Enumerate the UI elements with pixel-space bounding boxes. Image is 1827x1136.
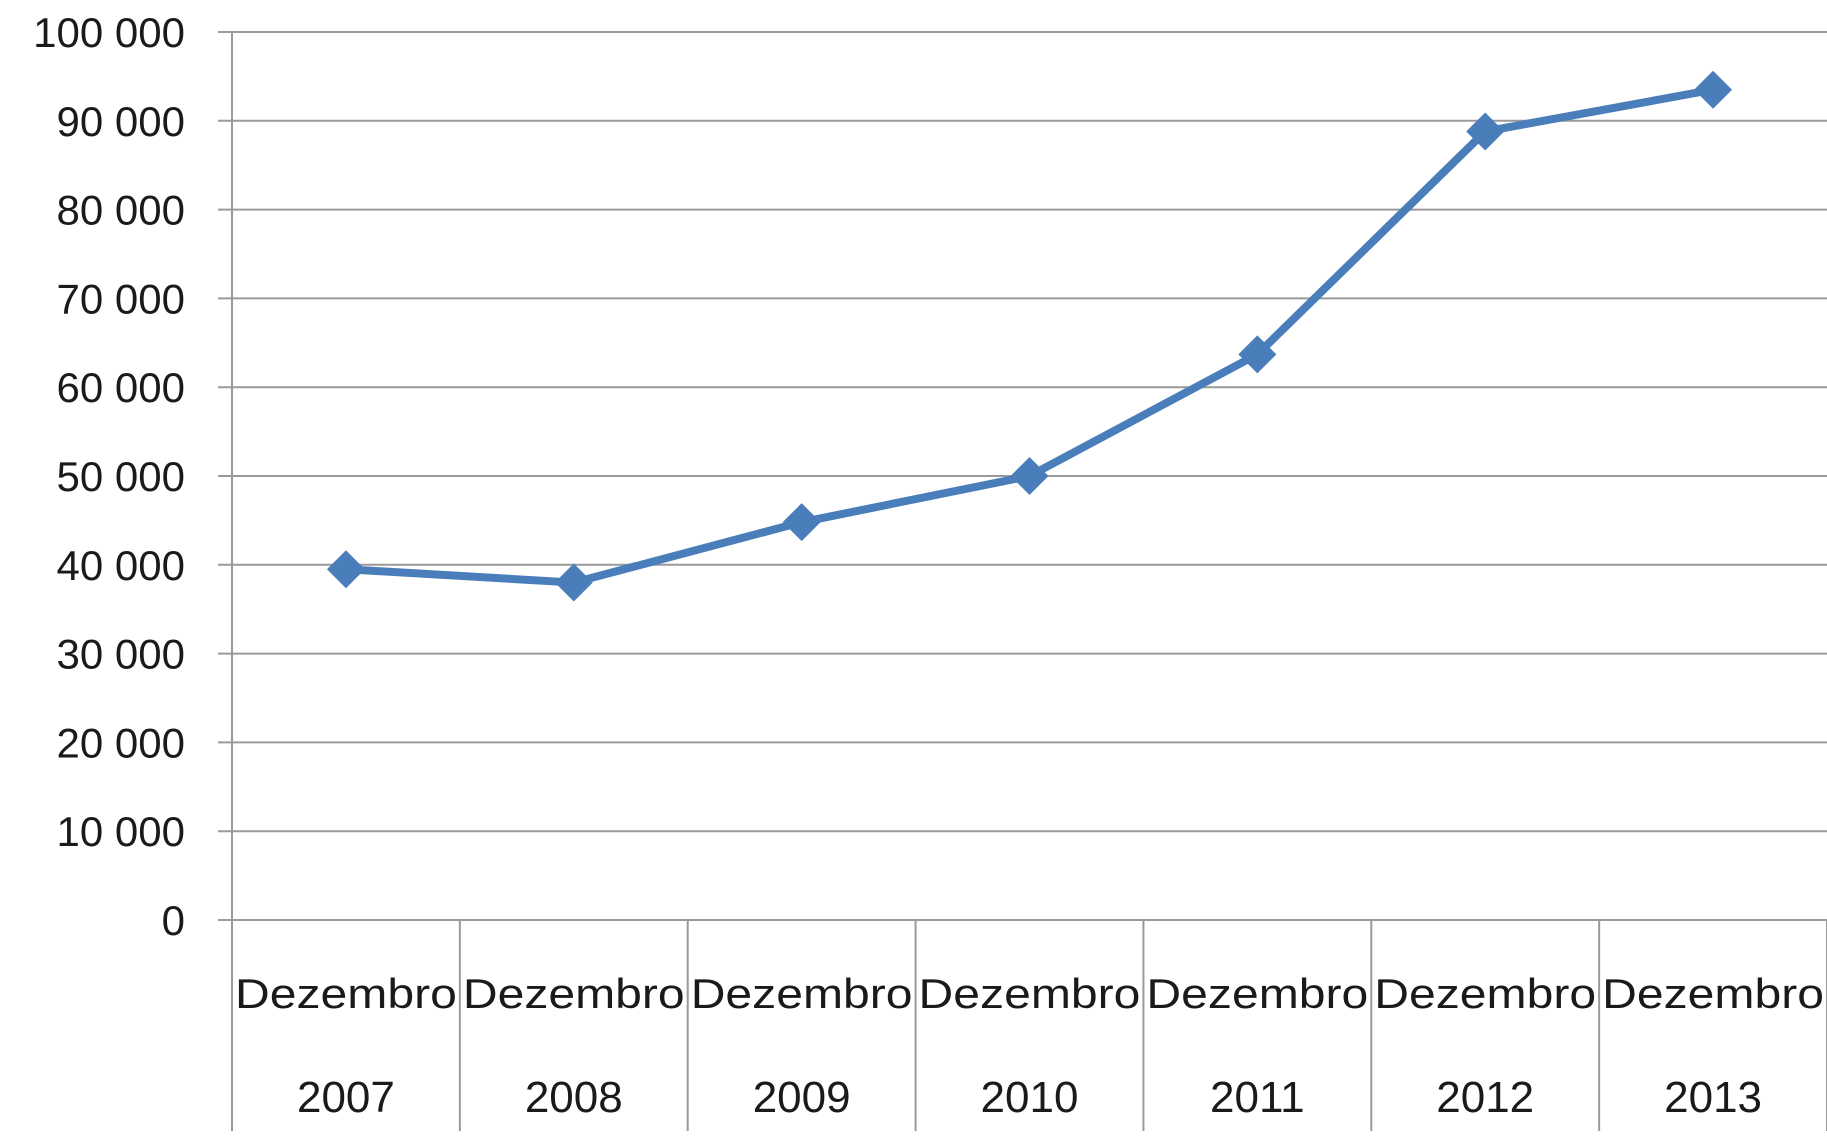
x-tick-label-month: Dezembro	[463, 970, 685, 1017]
data-point-marker	[782, 503, 821, 542]
y-tick-label: 10 000	[57, 808, 185, 855]
x-tick-label-year: 2011	[1210, 1073, 1305, 1122]
x-tick-label-year: 2010	[981, 1073, 1079, 1122]
data-point-marker	[1238, 335, 1277, 374]
x-tick-label-month: Dezembro	[919, 970, 1141, 1017]
series-line-layer	[341, 85, 1718, 587]
y-tick-label: 80 000	[57, 187, 185, 234]
y-tick-label: 100 000	[33, 9, 185, 56]
axes	[231, 32, 1827, 1131]
y-tick-label: 50 000	[57, 453, 185, 500]
y-axis-tick-labels: 0 10 000 20 000 30 000 40 000 50 000 60 000 70 …	[33, 9, 185, 944]
x-tick-label-year: 2007	[297, 1073, 395, 1122]
y-tick-label: 70 000	[57, 275, 185, 322]
x-axis-tick-labels: Dezembro 2007 Dezembro 2008 Dezembro 2009 Deze…	[235, 970, 1824, 1122]
x-tick-label-month: Dezembro	[235, 970, 457, 1017]
x-tick-label-year: 2008	[525, 1073, 623, 1122]
x-tick-label-year: 2013	[1664, 1073, 1762, 1122]
data-point-marker	[1694, 70, 1733, 109]
x-tick-label-year: 2009	[753, 1073, 851, 1122]
y-tick-label: 40 000	[57, 542, 185, 589]
data-point-marker	[554, 563, 593, 602]
data-point-marker	[326, 550, 365, 589]
series-markers	[326, 70, 1733, 602]
x-tick-label-month: Dezembro	[1602, 970, 1824, 1017]
y-tick-label: 0	[162, 897, 185, 944]
x-tick-label-year: 2012	[1436, 1073, 1534, 1122]
y-tick-label: 60 000	[57, 364, 185, 411]
data-point-marker	[1010, 457, 1049, 495]
x-tick-label-month: Dezembro	[1374, 970, 1596, 1017]
data-point-marker	[1466, 112, 1505, 151]
x-tick-label-month: Dezembro	[1146, 970, 1368, 1017]
y-tick-label: 90 000	[57, 98, 185, 145]
y-tick-label: 20 000	[57, 719, 185, 766]
x-tick-label-month: Dezembro	[691, 970, 913, 1017]
series-line	[341, 85, 1718, 587]
y-tick-label: 30 000	[57, 631, 185, 678]
